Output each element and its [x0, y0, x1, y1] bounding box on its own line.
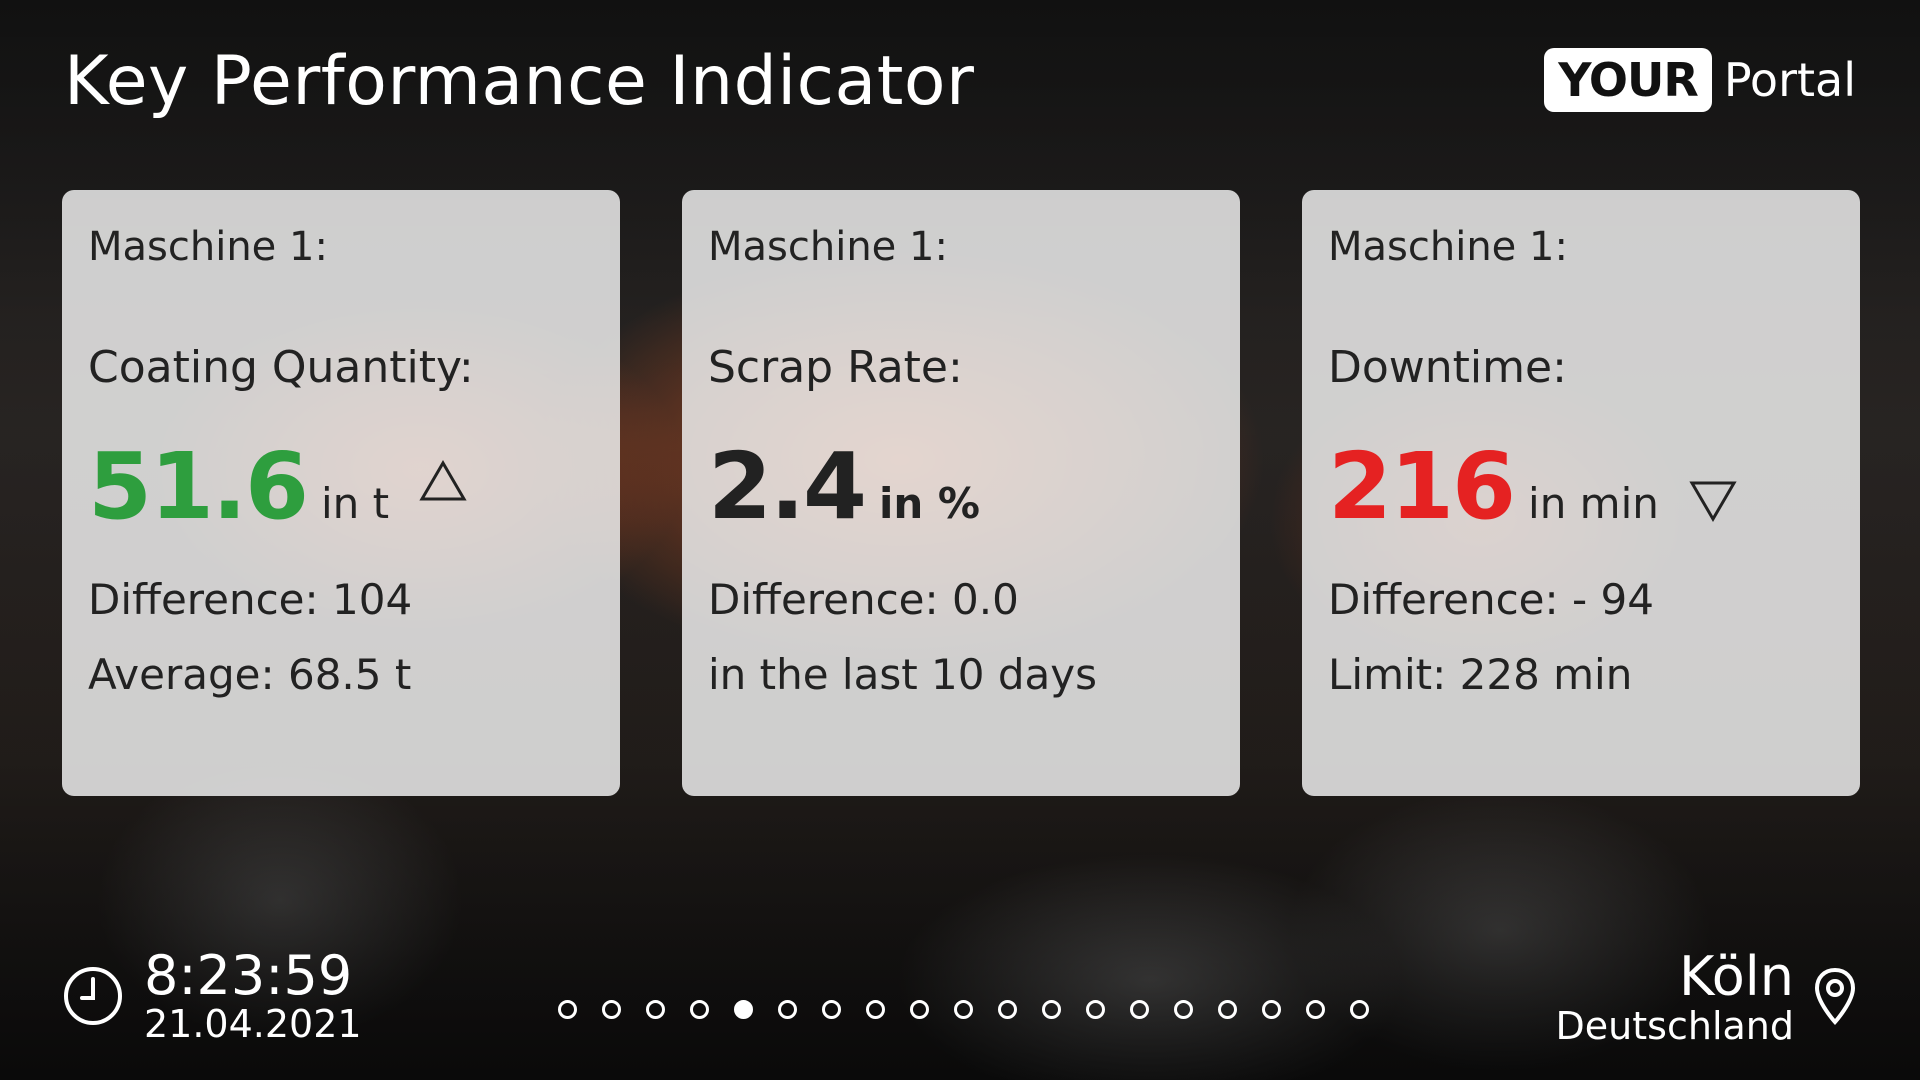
- pagination-dot[interactable]: [1350, 1000, 1369, 1019]
- metric-unit: in min: [1528, 479, 1659, 528]
- pagination-dot[interactable]: [1262, 1000, 1281, 1019]
- pagination-dot[interactable]: [866, 1000, 885, 1019]
- difference-text: Difference: - 94: [1328, 575, 1654, 624]
- period-text: in the last 10 days: [708, 650, 1097, 699]
- your-portal-logo: YOUR Portal: [1544, 48, 1856, 112]
- trend-down-icon: [1689, 479, 1737, 527]
- kpi-card-coating-quantity: Maschine 1: Coating Quantity: 51.6 in t …: [62, 190, 620, 796]
- current-date: 21.04.2021: [144, 1002, 362, 1046]
- current-time: 8:23:59: [144, 944, 353, 1007]
- location-display: Köln Deutschland: [1556, 948, 1858, 1046]
- limit-text: Limit: 228 min: [1328, 650, 1633, 699]
- pagination-dot[interactable]: [910, 1000, 929, 1019]
- location-pin-icon: [1814, 967, 1856, 1025]
- pagination-dot[interactable]: [1086, 1000, 1105, 1019]
- logo-box: YOUR: [1544, 48, 1712, 112]
- pagination-dot[interactable]: [558, 1000, 577, 1019]
- metric-label: Coating Quantity:: [88, 342, 474, 393]
- metric-label: Scrap Rate:: [708, 342, 963, 393]
- pagination-dot[interactable]: [602, 1000, 621, 1019]
- pagination-dot[interactable]: [778, 1000, 797, 1019]
- pagination-dot[interactable]: [954, 1000, 973, 1019]
- country-name: Deutschland: [1555, 1004, 1794, 1048]
- machine-label: Maschine 1:: [88, 224, 328, 270]
- trend-up-icon: [419, 459, 467, 507]
- pagination-dot[interactable]: [646, 1000, 665, 1019]
- pagination-dot[interactable]: [1174, 1000, 1193, 1019]
- pagination-dot[interactable]: [1042, 1000, 1061, 1019]
- clock-icon: [64, 967, 122, 1025]
- metric-unit: in t: [321, 479, 390, 528]
- pagination-dot[interactable]: [998, 1000, 1017, 1019]
- kpi-cards: Maschine 1: Coating Quantity: 51.6 in t …: [62, 190, 1860, 796]
- kpi-card-downtime: Maschine 1: Downtime: 216 in min Differe…: [1302, 190, 1860, 796]
- pagination-dot[interactable]: [1130, 1000, 1149, 1019]
- metric-label: Downtime:: [1328, 342, 1567, 393]
- pagination-dot[interactable]: [690, 1000, 709, 1019]
- pagination-dot[interactable]: [734, 1000, 753, 1019]
- machine-label: Maschine 1:: [1328, 224, 1568, 270]
- slide-pagination: [558, 1000, 1369, 1019]
- page-title: Key Performance Indicator: [64, 42, 975, 121]
- difference-text: Difference: 104: [88, 575, 413, 624]
- metric-value: 51.6: [88, 433, 309, 540]
- city-name: Köln: [1679, 945, 1794, 1008]
- metric-value: 216: [1328, 433, 1516, 540]
- pagination-dot[interactable]: [1306, 1000, 1325, 1019]
- difference-text: Difference: 0.0: [708, 575, 1019, 624]
- datetime-display: 8:23:59 21.04.2021: [62, 948, 362, 1044]
- logo-text: Portal: [1723, 53, 1856, 107]
- machine-label: Maschine 1:: [708, 224, 948, 270]
- kpi-card-scrap-rate: Maschine 1: Scrap Rate: 2.4 in % Differe…: [682, 190, 1240, 796]
- pagination-dot[interactable]: [822, 1000, 841, 1019]
- metric-unit: in %: [878, 479, 980, 528]
- pagination-dot[interactable]: [1218, 1000, 1237, 1019]
- metric-value: 2.4: [708, 433, 867, 540]
- average-text: Average: 68.5 t: [88, 650, 412, 699]
